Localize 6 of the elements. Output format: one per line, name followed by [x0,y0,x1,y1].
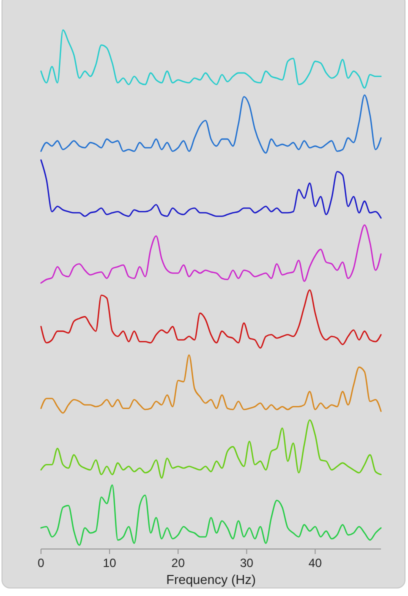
x-tick-label: 20 [171,556,186,570]
x-tick-label: 10 [102,556,117,570]
x-axis-title: Frequency (Hz) [166,572,256,587]
x-tick-label: 40 [308,556,322,570]
x-tick-label: 0 [38,556,45,570]
x-tick-label: 30 [240,556,254,570]
